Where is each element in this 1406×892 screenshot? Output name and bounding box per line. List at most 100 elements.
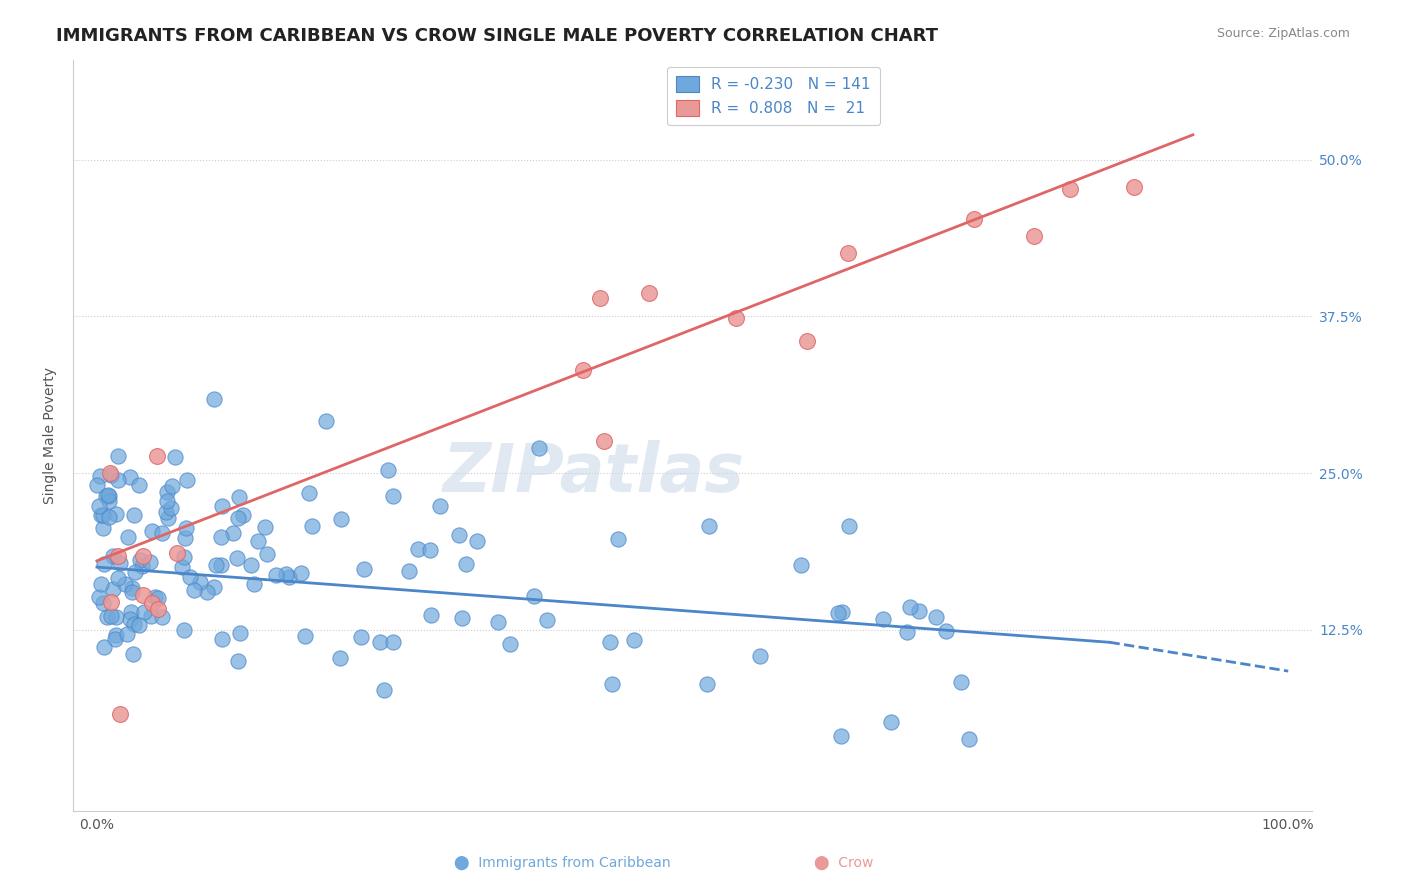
- Point: [1123, 180, 1146, 194]
- Point: [101, 582, 124, 597]
- Point: [118, 612, 141, 626]
- Point: [121, 647, 143, 661]
- Point: [222, 525, 245, 540]
- Point: [124, 565, 146, 579]
- Point: [202, 392, 225, 407]
- Point: [896, 624, 918, 639]
- Point: [830, 729, 852, 743]
- Point: [398, 564, 420, 578]
- Point: [117, 530, 139, 544]
- Point: [1024, 228, 1046, 243]
- Point: [110, 707, 132, 722]
- Point: [150, 610, 173, 624]
- Point: [87, 590, 110, 604]
- Point: [419, 543, 441, 558]
- Point: [277, 570, 299, 584]
- Point: [121, 581, 143, 595]
- Point: [174, 521, 197, 535]
- Legend: R = -0.230   N = 141, R =  0.808   N =  21: R = -0.230 N = 141, R = 0.808 N = 21: [666, 67, 880, 125]
- Point: [419, 608, 441, 623]
- Point: [381, 634, 404, 648]
- Point: [100, 609, 122, 624]
- Point: [97, 493, 120, 508]
- Point: [838, 519, 860, 533]
- Point: [451, 610, 474, 624]
- Point: [107, 549, 129, 563]
- Point: [190, 575, 212, 590]
- Point: [880, 714, 903, 729]
- Point: [128, 617, 150, 632]
- Point: [131, 558, 153, 573]
- Point: [172, 560, 194, 574]
- Point: [837, 246, 859, 260]
- Point: [98, 490, 121, 504]
- Point: [143, 590, 166, 604]
- Point: [226, 551, 249, 566]
- Point: [179, 570, 201, 584]
- Y-axis label: Single Male Poverty: Single Male Poverty: [44, 367, 58, 504]
- Point: [98, 466, 121, 480]
- Point: [572, 363, 595, 377]
- Point: [139, 555, 162, 569]
- Point: [429, 500, 451, 514]
- Point: [697, 518, 720, 533]
- Point: [925, 610, 948, 624]
- Point: [724, 311, 747, 326]
- Point: [240, 558, 263, 572]
- Point: [499, 637, 522, 651]
- Point: [100, 467, 122, 482]
- Point: [124, 508, 146, 523]
- Point: [298, 486, 321, 500]
- Point: [638, 286, 661, 301]
- Point: [89, 500, 111, 514]
- Point: [254, 520, 277, 534]
- Point: [370, 635, 392, 649]
- Point: [790, 558, 813, 573]
- Point: [256, 547, 278, 561]
- Point: [329, 650, 352, 665]
- Point: [165, 450, 187, 464]
- Point: [162, 479, 184, 493]
- Point: [872, 612, 894, 626]
- Point: [211, 499, 233, 513]
- Point: [228, 490, 250, 504]
- Point: [107, 473, 129, 487]
- Point: [831, 606, 853, 620]
- Point: [166, 546, 188, 560]
- Point: [243, 577, 266, 591]
- Point: [294, 629, 316, 643]
- Point: [898, 599, 921, 614]
- Point: [128, 478, 150, 492]
- Point: [93, 640, 115, 655]
- Point: [623, 632, 645, 647]
- Point: [456, 558, 478, 572]
- Point: [592, 434, 614, 448]
- Point: [276, 567, 298, 582]
- Point: [536, 613, 558, 627]
- Point: [115, 627, 138, 641]
- Point: [108, 556, 131, 570]
- Point: [246, 533, 269, 548]
- Point: [105, 508, 128, 522]
- Point: [139, 608, 162, 623]
- Point: [529, 442, 551, 456]
- Point: [205, 558, 228, 572]
- Point: [226, 654, 249, 668]
- Point: [195, 585, 218, 599]
- Point: [107, 449, 129, 463]
- Point: [315, 414, 337, 428]
- Point: [105, 609, 128, 624]
- Point: [132, 549, 155, 563]
- Point: [148, 602, 170, 616]
- Point: [129, 552, 152, 566]
- Point: [94, 489, 117, 503]
- Point: [202, 580, 225, 594]
- Point: [132, 588, 155, 602]
- Point: [141, 595, 163, 609]
- Point: [600, 677, 623, 691]
- Point: [118, 470, 141, 484]
- Point: [908, 604, 931, 618]
- Point: [156, 493, 179, 508]
- Point: [209, 530, 232, 544]
- Text: IMMIGRANTS FROM CARIBBEAN VS CROW SINGLE MALE POVERTY CORRELATION CHART: IMMIGRANTS FROM CARIBBEAN VS CROW SINGLE…: [56, 27, 938, 45]
